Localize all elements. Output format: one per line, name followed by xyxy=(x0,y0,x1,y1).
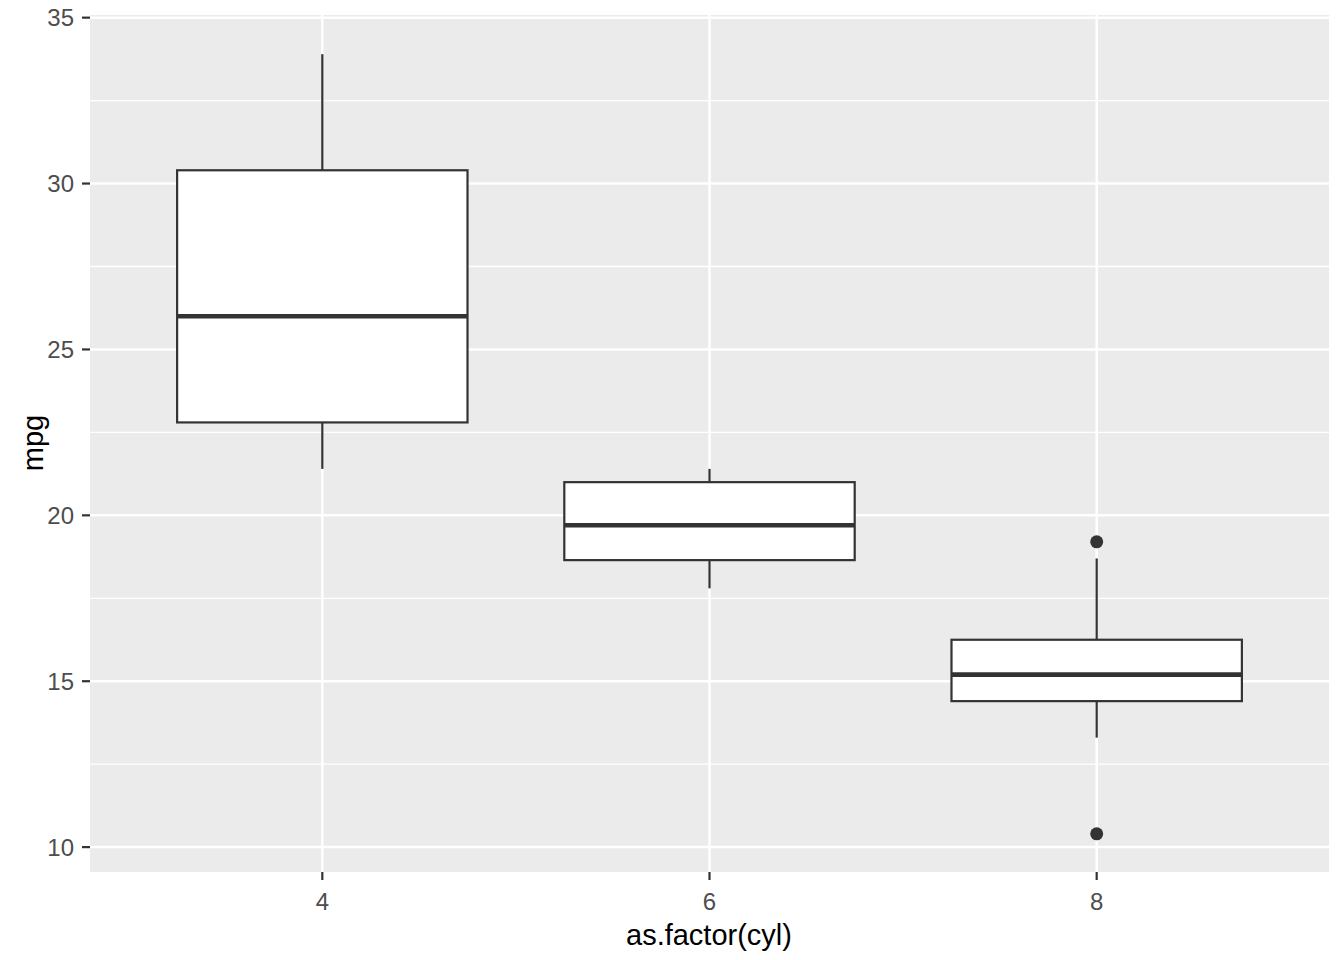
iqr-box xyxy=(177,170,467,422)
y-tick-label: 30 xyxy=(47,170,74,197)
boxplot-canvas: 10 15 20 25 30 35 4 6 8 as.factor(cyl) mpg xyxy=(0,0,1344,960)
outlier-point xyxy=(1090,535,1103,548)
boxplot-figure: 10 15 20 25 30 35 4 6 8 as.factor(cyl) mpg xyxy=(0,0,1344,960)
y-tick-label: 35 xyxy=(47,4,74,31)
plot-panel-layer xyxy=(90,15,1329,872)
y-axis-title: mpg xyxy=(17,415,49,471)
iqr-box xyxy=(951,640,1241,701)
x-tick-label: 8 xyxy=(1090,888,1103,915)
iqr-box xyxy=(564,482,854,560)
y-tick-label: 15 xyxy=(47,668,74,695)
x-axis-title: as.factor(cyl) xyxy=(626,919,792,951)
y-tick-label: 25 xyxy=(47,336,74,363)
x-tick-label: 6 xyxy=(703,888,716,915)
y-tick-label: 20 xyxy=(47,502,74,529)
x-tick-label: 4 xyxy=(316,888,329,915)
y-tick-label: 10 xyxy=(47,834,74,861)
outlier-point xyxy=(1090,827,1103,840)
